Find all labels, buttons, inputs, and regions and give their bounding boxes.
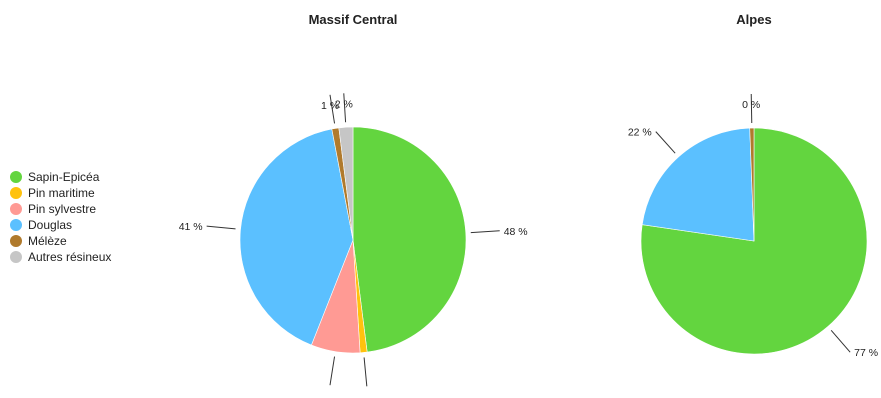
legend-label: Pin maritime — [28, 186, 95, 200]
leader-line — [329, 94, 336, 124]
pie-slice-douglas — [239, 128, 354, 346]
chart-title: Massif Central — [309, 12, 398, 27]
legend-item-autres-resineux: Autres résineux — [10, 249, 111, 265]
data-label: 2 % — [335, 98, 353, 110]
pie-slice-sapin-epicea — [352, 126, 467, 353]
legend-label: Sapin-Epicéa — [28, 170, 100, 184]
legend-swatch — [10, 235, 22, 247]
legend-label: Mélèze — [28, 234, 67, 248]
leader-line — [363, 357, 368, 387]
pie-slice-autres-resineux — [338, 126, 354, 241]
legend-swatch — [10, 171, 22, 183]
data-label: 22 % — [628, 127, 652, 139]
leader-line — [470, 230, 500, 234]
legend-label: Autres résineux — [28, 250, 112, 264]
legend-swatch — [10, 219, 22, 231]
legend-item-sapin-epicea: Sapin-Epicéa — [10, 169, 111, 185]
data-label: 77 % — [854, 347, 878, 359]
legend-item-meleze: Mélèze — [10, 233, 111, 249]
data-label: 41 % — [179, 221, 203, 233]
leader-line — [655, 131, 676, 154]
legend-swatch — [10, 187, 22, 199]
chart-legend: Sapin-Epicéa Pin maritime Pin sylvestre … — [10, 169, 111, 265]
pie-slice-douglas — [641, 127, 755, 242]
legend-item-pin-maritime: Pin maritime — [10, 185, 111, 201]
leader-line — [329, 356, 336, 386]
legend-item-pin-sylvestre: Pin sylvestre — [10, 201, 111, 217]
data-label: 48 % — [504, 226, 528, 238]
leader-line — [830, 329, 851, 353]
leader-line — [206, 225, 236, 230]
chart-title: Alpes — [736, 12, 771, 27]
leader-line — [750, 94, 753, 124]
legend-swatch — [10, 203, 22, 215]
data-label: 0 % — [742, 99, 760, 111]
legend-label: Pin sylvestre — [28, 202, 97, 216]
pie-slice-meleze — [749, 127, 755, 242]
legend-label: Douglas — [28, 218, 73, 232]
leader-line — [343, 93, 347, 123]
legend-swatch — [10, 251, 22, 263]
data-label: 1 % — [321, 100, 339, 112]
legend-item-douglas: Douglas — [10, 217, 111, 233]
